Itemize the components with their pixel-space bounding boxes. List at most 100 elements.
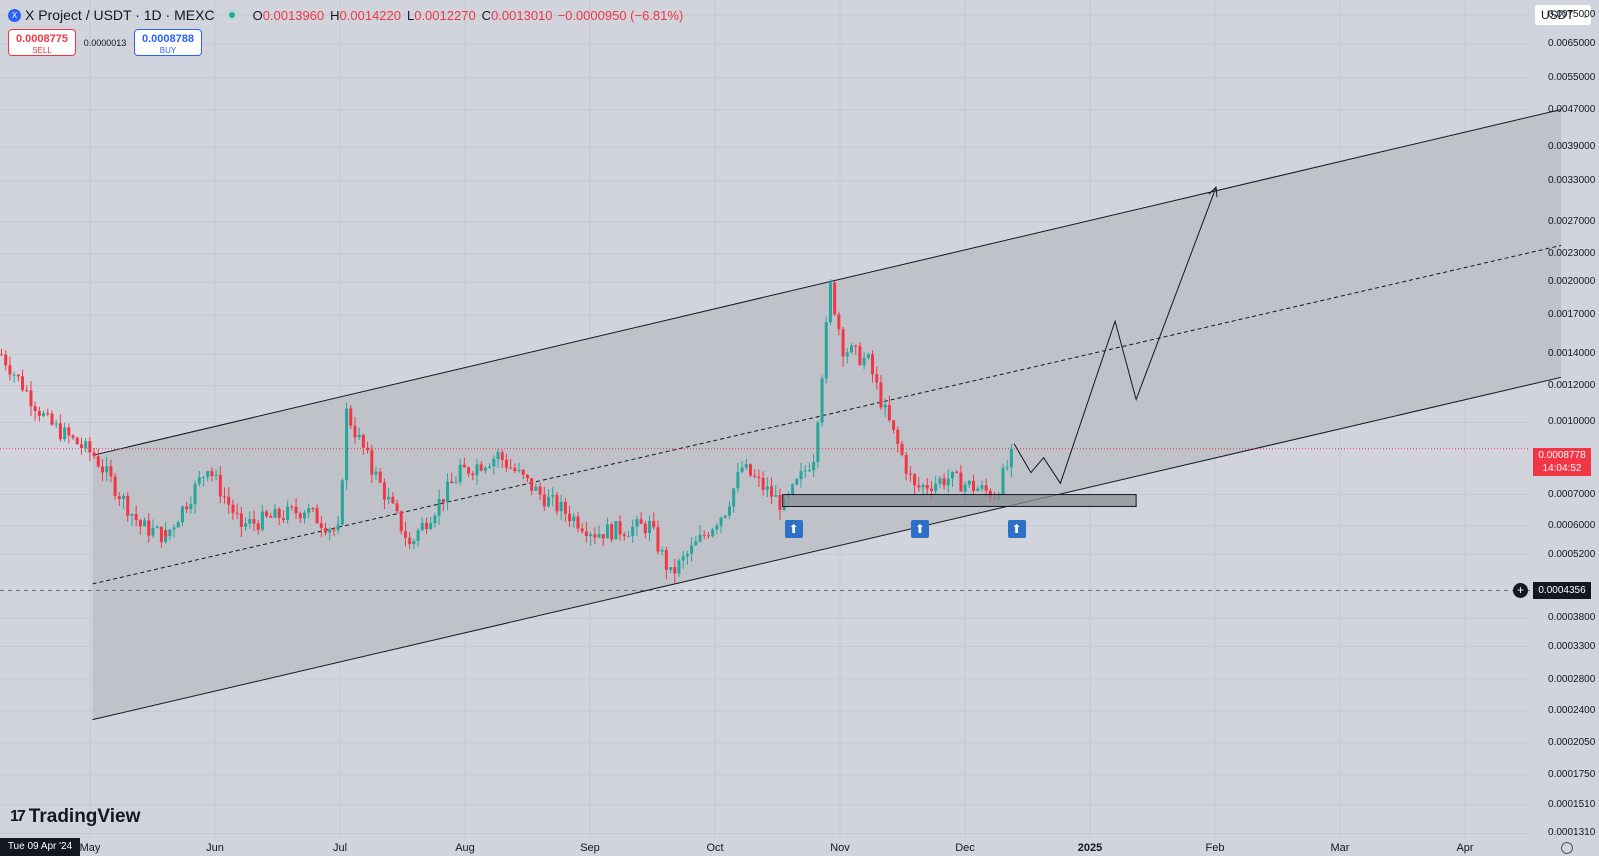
currency-select[interactable]: USDT ⌄ [1535, 5, 1591, 25]
candle [151, 519, 155, 538]
price-axis-label: 0.0020000 [1548, 276, 1596, 288]
buy-button[interactable]: 0.0008788 BUY [134, 29, 202, 56]
price-axis-label: 0.0065000 [1548, 37, 1596, 49]
candle [551, 487, 555, 507]
candle [913, 472, 917, 495]
candle [252, 510, 256, 531]
candle [584, 521, 588, 543]
candle [736, 462, 740, 493]
price-axis-label: 0.0003800 [1548, 612, 1596, 624]
tradingview-logo[interactable]: 17 TradingView [10, 806, 140, 828]
price-axis-label: 0.0001510 [1548, 798, 1596, 810]
candle [210, 467, 214, 482]
up-arrow-marker-icon[interactable]: ⬆ [910, 520, 929, 538]
candle [424, 517, 428, 534]
candle [723, 514, 727, 520]
candle [862, 351, 866, 370]
candle [626, 530, 630, 537]
time-axis-label: May [79, 842, 101, 854]
candle [589, 531, 593, 546]
candle [732, 487, 736, 513]
time-axis-label: 2025 [1077, 842, 1103, 854]
settings-gear-icon[interactable] [1561, 842, 1573, 854]
candle [378, 467, 382, 484]
current-price-badge: 0.0008778 14:04:52 [1533, 448, 1591, 476]
candle [483, 466, 487, 474]
candle [223, 487, 227, 504]
candle [727, 500, 731, 519]
candle [227, 487, 231, 514]
candle [88, 436, 92, 462]
candle [328, 527, 332, 541]
projection-path[interactable] [1013, 187, 1217, 485]
candle [433, 512, 437, 528]
candle [105, 457, 109, 482]
add-alert-plus-icon[interactable]: + [1513, 583, 1528, 598]
candle [824, 316, 828, 384]
price-axis-label: 0.0002800 [1548, 673, 1596, 685]
candle [382, 478, 386, 509]
countdown-timer: 14:04:52 [1542, 463, 1582, 474]
candle [833, 281, 837, 317]
candle [239, 516, 243, 537]
channel-lower-line[interactable] [92, 376, 1562, 721]
candle [542, 486, 546, 511]
candle [635, 516, 639, 536]
channel-upper-line[interactable] [92, 109, 1562, 456]
sell-price: 0.0008775 [16, 33, 68, 45]
time-axis-label: Jun [206, 842, 224, 854]
candle [96, 448, 100, 468]
candle [492, 455, 496, 475]
price-axis-label: 0.0039000 [1548, 141, 1596, 153]
candle [900, 440, 904, 457]
candle [332, 527, 336, 537]
candle [16, 373, 20, 382]
candle [1005, 460, 1009, 471]
price-axis-label: 0.0075000 [1548, 9, 1596, 20]
candle [391, 492, 395, 505]
support-zone-rectangle[interactable] [782, 494, 1137, 507]
candle [761, 471, 765, 496]
candle [530, 478, 534, 496]
candle [197, 471, 201, 487]
candle [75, 436, 79, 445]
candle [698, 524, 702, 543]
ohlc-high-key: H [330, 7, 340, 23]
candle [904, 451, 908, 481]
channel-middle-line[interactable] [92, 244, 1562, 585]
candle [147, 513, 151, 543]
candle [938, 475, 942, 489]
candle [618, 515, 622, 541]
projection-arrowhead [1208, 186, 1218, 198]
candle [260, 505, 264, 532]
chart-header: X X Project / USDT · 1D · MEXC O 0.001396… [8, 6, 683, 24]
sell-button[interactable]: 0.0008775 SELL [8, 29, 76, 56]
current-price-value: 0.0008778 [1538, 450, 1586, 461]
candle [235, 503, 239, 519]
chevron-down-icon: ⌄ [1581, 9, 1590, 20]
price-axis-label: 0.0014000 [1548, 348, 1596, 360]
candle [412, 538, 416, 550]
candle [37, 406, 41, 422]
candle [871, 350, 875, 383]
channel-fill [92, 109, 1562, 720]
candle [601, 533, 605, 547]
candle [597, 525, 601, 539]
candle [648, 515, 652, 542]
candle [1001, 463, 1005, 496]
candle [955, 469, 959, 474]
candle [563, 498, 567, 522]
candle [462, 457, 466, 468]
price-axis-label: 0.0006000 [1548, 519, 1596, 531]
candle [429, 516, 433, 531]
ohlc-close-value: 0.0013010 [491, 7, 553, 23]
candle [643, 520, 647, 539]
price-axis-label: 0.0002400 [1548, 705, 1596, 717]
time-axis-label: Feb [1205, 842, 1225, 854]
up-arrow-marker-icon[interactable]: ⬆ [784, 520, 803, 538]
up-arrow-marker-icon[interactable]: ⬆ [1007, 520, 1026, 538]
candle [669, 567, 673, 574]
symbol-title[interactable]: X Project / USDT · 1D · MEXC [25, 7, 215, 23]
price-axis-label: 0.0023000 [1548, 248, 1596, 259]
